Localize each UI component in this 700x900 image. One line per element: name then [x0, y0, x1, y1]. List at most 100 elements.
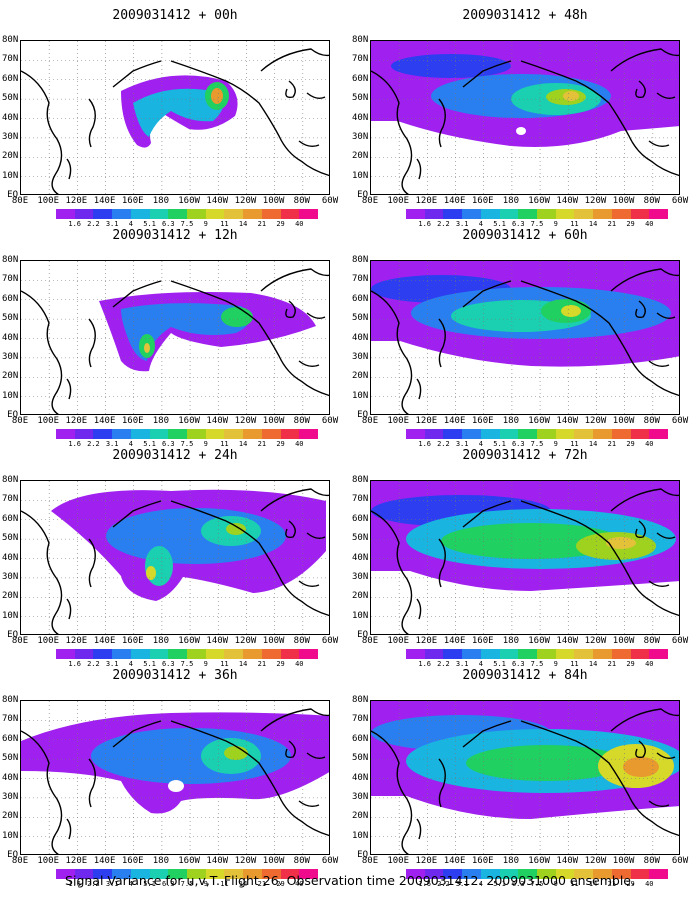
longitude-label: 140E — [443, 856, 466, 866]
coastline — [656, 752, 676, 760]
latitude-label: 60N — [352, 513, 369, 524]
colorbar-label: 14 — [238, 220, 248, 228]
colorbar-label: 2.2 — [87, 880, 100, 888]
coastline — [112, 720, 162, 748]
coastline — [462, 720, 512, 748]
variance-contour — [211, 88, 223, 104]
longitude-label: 80E — [361, 636, 379, 646]
colorbar-label: 11 — [570, 220, 579, 228]
colorbar-swatch — [537, 649, 556, 659]
longitude-label: 140W — [206, 196, 229, 206]
colorbar-swatch — [574, 429, 594, 439]
variance-contour — [391, 54, 511, 78]
longitude-label: 100W — [612, 196, 635, 206]
coastline — [88, 98, 96, 148]
latitude-label: 30N — [352, 131, 369, 142]
latitude-label: 20N — [352, 151, 369, 162]
coastline — [462, 280, 512, 308]
map-svg — [371, 261, 679, 414]
colorbar-label: 11 — [220, 880, 229, 888]
longitude-label: 100E — [37, 636, 60, 646]
longitude-label: 80W — [293, 636, 310, 646]
colorbar-label: 2.2 — [87, 440, 100, 448]
longitude-label: 120W — [234, 416, 257, 426]
coastline — [285, 80, 296, 99]
coastline — [610, 268, 679, 292]
colorbar-swatch — [649, 429, 669, 439]
figure-caption: Signal Variance for u,v,T. Flight 26. Ob… — [65, 873, 635, 888]
colorbar-swatch — [611, 649, 631, 659]
coastline — [66, 818, 72, 840]
longitude-label: 140E — [443, 196, 466, 206]
latitude-label: 50N — [2, 753, 19, 764]
colorbar-swatch — [93, 429, 113, 439]
latitude-label: 70N — [2, 274, 19, 285]
colorbar-label: 3.1 — [105, 440, 119, 448]
longitude-label: 100W — [612, 636, 635, 646]
colorbar-label: 9 — [553, 880, 558, 888]
coastline — [306, 312, 326, 320]
variance-contour — [168, 780, 184, 792]
colorbar-swatch — [205, 429, 225, 439]
colorbar-swatch — [261, 209, 281, 219]
colorbar-swatch — [630, 869, 650, 879]
colorbar-label: 6.3 — [511, 440, 525, 448]
colorbar-swatch — [112, 429, 131, 439]
latitude-label: 80N — [2, 475, 19, 485]
colorbar-label: 4 — [478, 880, 483, 888]
longitude-label: 100W — [612, 856, 635, 866]
latitude-label: 80N — [352, 475, 369, 485]
colorbar-swatch — [443, 209, 463, 219]
colorbar-swatch — [480, 209, 500, 219]
latitude-label: 20N — [2, 371, 19, 382]
panel-title: 2009031412 + 48h — [462, 8, 588, 23]
colorbar-swatch — [112, 649, 131, 659]
coastline — [285, 520, 296, 539]
colorbar-swatch — [261, 869, 281, 879]
colorbar-label: 1.6 — [68, 440, 82, 448]
latitude-label: 10N — [352, 610, 369, 621]
colorbar-swatch — [574, 209, 594, 219]
coastline — [656, 532, 676, 540]
colorbar-swatch — [243, 209, 262, 219]
colorbar-label: 40 — [295, 880, 304, 888]
coastline — [170, 280, 329, 397]
colorbar — [406, 649, 669, 659]
longitude-label: 180 — [502, 416, 520, 426]
colorbar-label: 40 — [645, 220, 654, 228]
colorbar-label: 29 — [276, 880, 285, 888]
colorbar-label: 9 — [553, 660, 558, 668]
panel-title: 2009031412 + 24h — [112, 448, 238, 463]
colorbar-swatch — [149, 429, 169, 439]
colorbar — [56, 649, 319, 659]
colorbar-label: 9 — [553, 440, 558, 448]
latitude-label: 30N — [2, 791, 19, 802]
colorbar-swatch — [112, 209, 131, 219]
latitude-label: 40N — [352, 332, 369, 343]
latitude-label: 70N — [352, 494, 369, 505]
latitude-label: 20N — [2, 811, 19, 822]
latitude-label: 70N — [352, 274, 369, 285]
latitude-label: 50N — [352, 93, 369, 104]
longitude-label: 120E — [415, 196, 438, 206]
colorbar-swatch — [462, 429, 481, 439]
colorbar-label: 2.2 — [437, 220, 450, 228]
colorbar-label: 4 — [478, 220, 483, 228]
coastline — [648, 140, 670, 148]
coastline — [298, 800, 320, 808]
longitude-label: 140W — [556, 856, 579, 866]
colorbar-label: 5.1 — [143, 220, 156, 228]
colorbar-swatch — [74, 429, 94, 439]
coastline — [416, 818, 422, 840]
coastline — [520, 720, 679, 837]
latitude-label: 40N — [2, 772, 19, 783]
panel-title: 2009031412 + 84h — [462, 668, 588, 683]
colorbar-label: 4 — [128, 220, 133, 228]
colorbar-label: 29 — [626, 220, 635, 228]
colorbar-swatch — [130, 209, 150, 219]
coastline — [610, 708, 679, 732]
colorbar-label: 6.3 — [511, 220, 525, 228]
colorbar-label: 3.1 — [455, 660, 469, 668]
colorbar-label: 21 — [607, 880, 617, 888]
latitude-label: EQ — [357, 410, 368, 420]
